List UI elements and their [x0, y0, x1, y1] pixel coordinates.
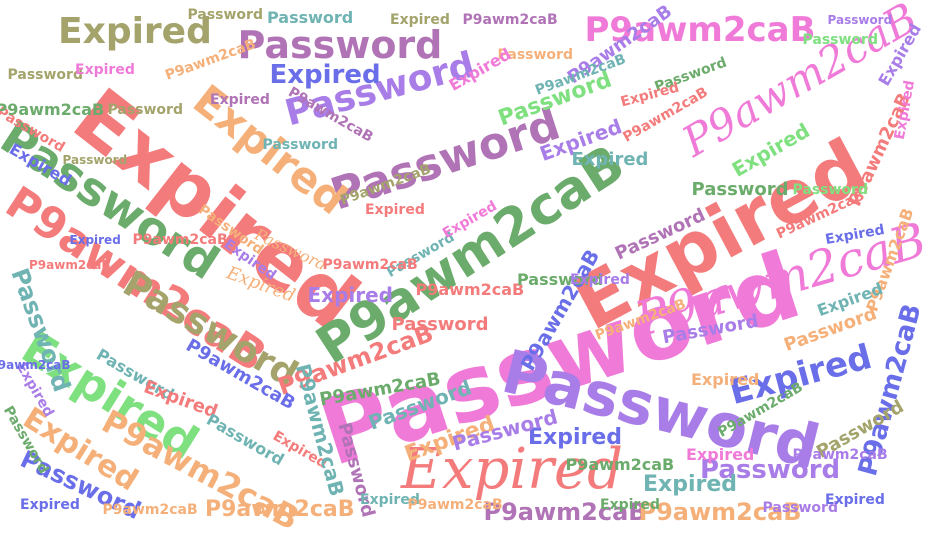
- cloud-word: Expired: [691, 370, 760, 389]
- cloud-word: P9awm2caB: [322, 257, 418, 273]
- cloud-word: Expired: [570, 272, 630, 288]
- cloud-word: Password: [517, 270, 604, 289]
- cloud-word: Expired: [210, 92, 270, 108]
- cloud-word: Password: [262, 137, 338, 153]
- cloud-word: Expired: [20, 497, 80, 513]
- cloud-word: Expired: [643, 472, 738, 497]
- cloud-word: Password: [107, 102, 183, 118]
- cloud-word: Password: [497, 47, 573, 63]
- cloud-word: Password: [267, 8, 354, 27]
- cloud-word: P9awm2caB: [205, 497, 355, 522]
- cloud-word: P9awm2caB: [483, 498, 647, 526]
- cloud-word: P9awm2caB: [792, 447, 888, 463]
- cloud-word: Password: [792, 182, 868, 198]
- cloud-word: Expired: [528, 425, 623, 450]
- cloud-word: Password: [7, 67, 83, 83]
- cloud-word: Expired: [307, 283, 393, 307]
- cloud-word: P9awm2caB: [415, 280, 525, 299]
- cloud-word: Expired: [390, 12, 450, 28]
- cloud-word: P9awm2caB: [132, 232, 228, 248]
- cloud-word: Password: [827, 13, 893, 27]
- cloud-word: Expired: [360, 492, 420, 508]
- cloud-word: Password: [187, 7, 263, 23]
- cloud-word: Expired: [686, 445, 755, 464]
- cloud-word: Expired: [269, 60, 381, 90]
- cloud-word: Expired: [891, 79, 918, 141]
- cloud-word: P9awm2caB: [565, 455, 675, 474]
- cloud-word: Password: [700, 455, 841, 485]
- cloud-word: Expired: [58, 11, 212, 52]
- cloud-word: Password: [691, 179, 789, 200]
- cloud-word: Expired: [69, 233, 121, 247]
- cloud-word: Password: [802, 32, 878, 48]
- cloud-word: P9awm2caB: [638, 498, 802, 526]
- cloud-word: Expired: [825, 492, 885, 508]
- cloud-word: P9awm2caB: [102, 502, 198, 518]
- cloud-word: P9awm2caB: [0, 100, 105, 119]
- cloud-word: Expired: [600, 497, 660, 513]
- cloud-word: P9awm2caB: [0, 358, 71, 372]
- cloud-word: Password: [391, 314, 489, 335]
- cloud-word: P9awm2caB: [29, 258, 111, 272]
- cloud-word: Expired: [75, 62, 135, 78]
- cloud-word: Password: [762, 500, 838, 516]
- cloud-word: Password: [237, 23, 443, 67]
- cloud-word: Password: [62, 153, 128, 167]
- cloud-word: P9awm2caB: [584, 10, 816, 50]
- cloud-word: Expired: [401, 437, 623, 502]
- cloud-word: Expired: [571, 149, 649, 170]
- cloud-word: P9awm2caB: [407, 497, 503, 513]
- cloud-word: P9awm2caB: [462, 12, 558, 28]
- cloud-word: Expired: [365, 202, 425, 218]
